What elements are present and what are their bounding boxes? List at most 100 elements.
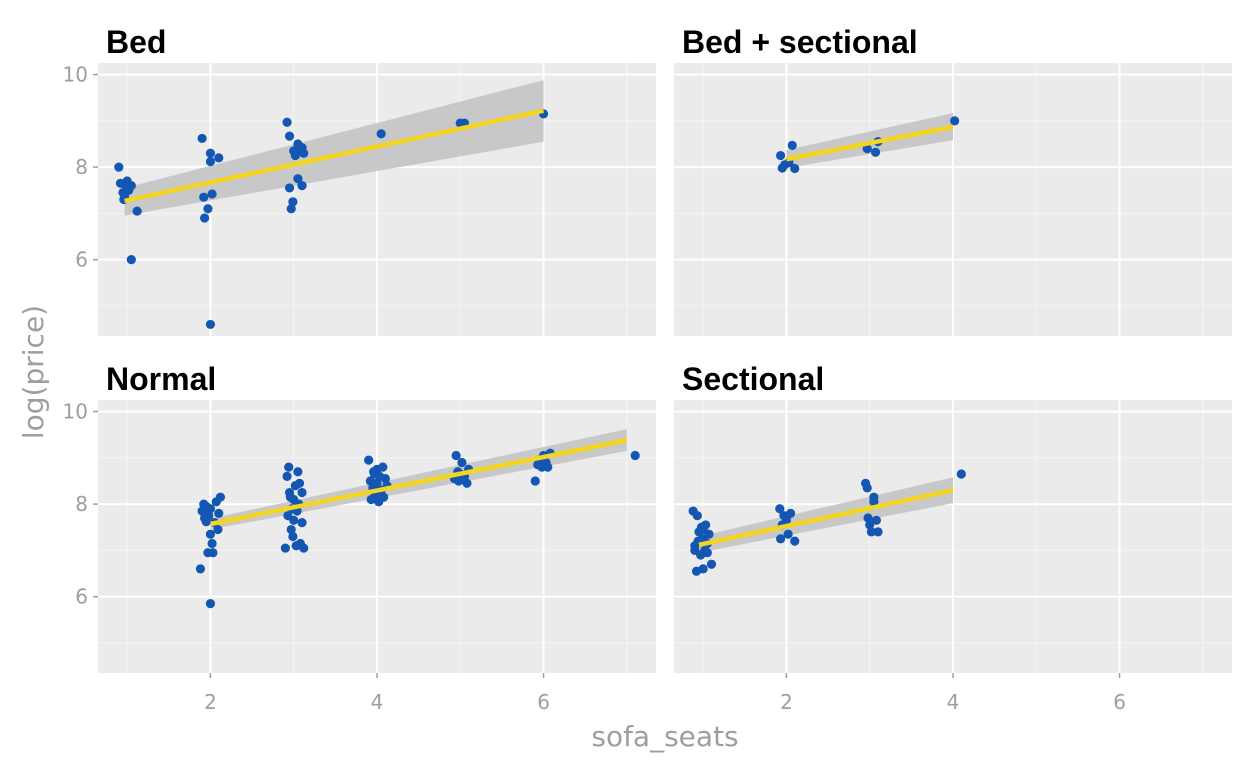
data-point bbox=[205, 504, 216, 514]
data-point bbox=[462, 478, 472, 488]
data-point bbox=[690, 545, 700, 555]
data-point bbox=[285, 492, 295, 502]
y-tick-label: 6 bbox=[75, 248, 88, 272]
data-point bbox=[284, 131, 295, 141]
data-point bbox=[282, 117, 292, 127]
data-point bbox=[126, 181, 136, 191]
data-point bbox=[213, 524, 223, 535]
x-tick-label: 4 bbox=[371, 690, 384, 714]
data-point bbox=[293, 467, 303, 477]
data-point bbox=[870, 147, 881, 157]
y-tick-label: 10 bbox=[63, 63, 88, 87]
data-point bbox=[863, 513, 873, 523]
data-point bbox=[781, 515, 792, 525]
data-point bbox=[203, 204, 213, 214]
data-point bbox=[288, 531, 298, 542]
data-point bbox=[785, 508, 796, 518]
data-point bbox=[630, 450, 640, 461]
data-point bbox=[790, 163, 800, 174]
x-axis-title: sofa_seats bbox=[591, 720, 738, 753]
data-point bbox=[451, 450, 461, 461]
facet-title: Sectional bbox=[682, 361, 824, 397]
data-point bbox=[207, 538, 217, 549]
data-point bbox=[195, 564, 206, 574]
x-tick-label: 4 bbox=[947, 690, 960, 714]
x-tick-label: 6 bbox=[1113, 690, 1126, 714]
data-point bbox=[698, 524, 708, 535]
regression-line bbox=[698, 488, 954, 548]
data-point bbox=[871, 515, 881, 525]
data-point bbox=[214, 508, 224, 518]
data-point bbox=[299, 543, 309, 553]
data-point bbox=[205, 598, 216, 609]
data-point bbox=[207, 189, 217, 199]
data-point bbox=[200, 213, 210, 223]
data-point bbox=[297, 487, 307, 498]
facet-panels: Bed 6 8 10 Bed + sectional Normal 6 8 10 2 4 6 Secti… bbox=[63, 24, 1232, 714]
data-point bbox=[380, 474, 390, 484]
data-point bbox=[205, 529, 216, 539]
data-point bbox=[790, 536, 800, 546]
data-point bbox=[956, 469, 966, 479]
confidence-band bbox=[124, 80, 544, 216]
data-point bbox=[543, 462, 553, 472]
data-point bbox=[286, 204, 296, 214]
data-point bbox=[297, 181, 307, 191]
data-point bbox=[215, 492, 226, 502]
data-point bbox=[702, 548, 712, 558]
data-point bbox=[290, 150, 300, 161]
data-point bbox=[866, 527, 876, 537]
x-tick-label: 2 bbox=[780, 690, 793, 714]
data-point bbox=[197, 133, 207, 144]
confidence-band bbox=[786, 112, 953, 169]
data-point bbox=[284, 462, 294, 472]
y-tick-label: 6 bbox=[75, 585, 88, 609]
data-point bbox=[288, 197, 298, 207]
data-point bbox=[776, 150, 786, 161]
x-tick-label: 2 bbox=[204, 690, 217, 714]
data-point bbox=[293, 174, 303, 184]
data-point bbox=[862, 483, 872, 493]
data-point bbox=[775, 504, 785, 514]
facet-title: Bed + sectional bbox=[682, 24, 918, 60]
data-point bbox=[457, 457, 467, 468]
data-point bbox=[126, 255, 136, 265]
facet-panel-normal: Normal 6 8 10 2 4 6 bbox=[63, 361, 656, 714]
data-point bbox=[376, 129, 386, 139]
regression-line bbox=[124, 108, 545, 204]
data-point bbox=[283, 511, 293, 521]
data-point bbox=[132, 206, 142, 216]
facet-panel-bed-sectional: Bed + sectional bbox=[674, 24, 1232, 336]
data-point bbox=[873, 527, 883, 537]
y-tick-label: 8 bbox=[75, 492, 88, 516]
data-point bbox=[369, 467, 379, 477]
data-point bbox=[205, 156, 216, 167]
data-point bbox=[530, 476, 540, 486]
y-tick-label: 8 bbox=[75, 155, 88, 179]
data-point bbox=[783, 529, 793, 539]
confidence-band bbox=[698, 477, 953, 553]
data-point bbox=[199, 192, 209, 202]
data-point bbox=[284, 183, 295, 193]
data-point bbox=[293, 144, 303, 154]
x-tick-label: 6 bbox=[537, 690, 550, 714]
data-point bbox=[205, 319, 216, 330]
data-point bbox=[280, 543, 290, 553]
data-point bbox=[201, 517, 211, 527]
data-point bbox=[372, 478, 382, 488]
facet-title: Bed bbox=[106, 24, 166, 60]
y-axis-title: log(price) bbox=[17, 305, 50, 439]
data-point bbox=[950, 116, 960, 126]
data-point bbox=[114, 162, 124, 172]
y-tick-label: 10 bbox=[63, 400, 88, 424]
facet-title: Normal bbox=[106, 361, 216, 397]
data-point bbox=[692, 511, 702, 521]
data-point bbox=[282, 471, 292, 481]
facet-panel-bed: Bed 6 8 10 bbox=[63, 24, 656, 336]
data-point bbox=[208, 548, 218, 558]
data-point bbox=[862, 144, 872, 154]
data-point bbox=[776, 534, 786, 544]
data-point bbox=[294, 478, 305, 488]
regression-line bbox=[209, 438, 628, 527]
